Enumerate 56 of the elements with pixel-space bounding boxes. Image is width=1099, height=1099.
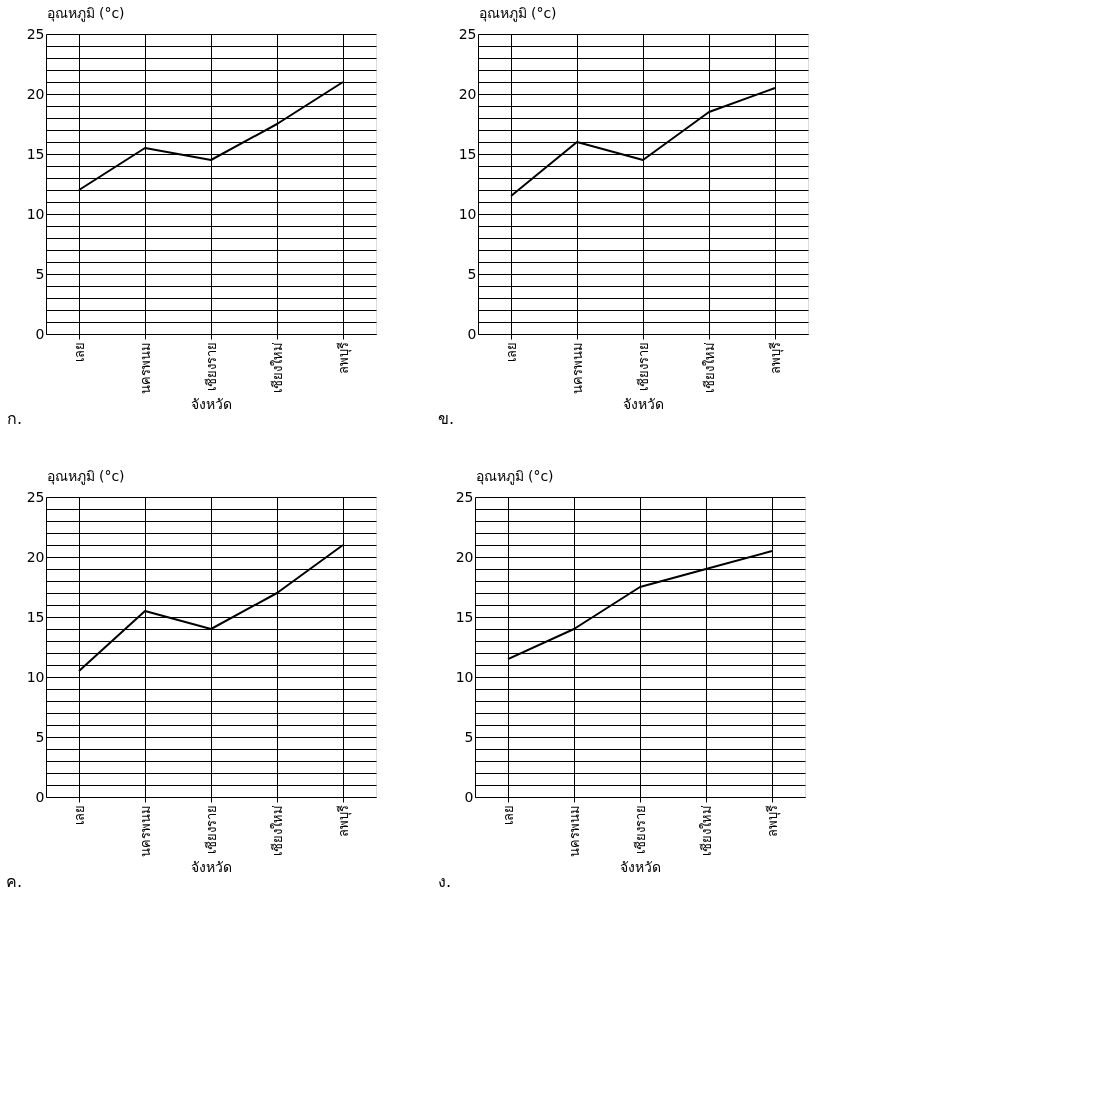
x-tick-label: นครพนม [569, 341, 585, 394]
y-axis-title: อุณหภูมิ (°c) [46, 4, 125, 22]
x-tick-label: ลพบุรี [767, 341, 784, 374]
x-tick-label: เชียงใหม่ [269, 804, 285, 856]
y-tick-label: 25 [26, 488, 45, 505]
y-tick-label: 20 [26, 548, 45, 565]
x-tick-label: ลพบุรี [335, 804, 352, 837]
x-axis-title: จังหวัด [191, 858, 232, 875]
x-tick-label: เลย [71, 341, 87, 362]
y-tick-label: 0 [35, 788, 45, 805]
y-tick-label: 0 [467, 325, 477, 342]
x-tick-label: นครพนม [566, 804, 582, 857]
y-axis-title: อุณหภูมิ (°c) [46, 467, 125, 485]
y-tick-label: 5 [35, 265, 45, 282]
x-tick-label: เชียงใหม่ [269, 341, 285, 393]
y-tick-label: 10 [455, 668, 474, 685]
y-tick-label: 20 [26, 85, 45, 102]
y-tick-label: 25 [26, 25, 45, 42]
x-tick-label: เชียงราย [635, 341, 651, 391]
x-tick-label: เชียงใหม่ [701, 341, 717, 393]
x-tick-label: นครพนม [137, 804, 153, 857]
x-tick-label: นครพนม [137, 341, 153, 394]
y-tick-label: 15 [26, 145, 45, 162]
y-tick-label: 15 [455, 608, 474, 625]
y-tick-label: 10 [26, 668, 45, 685]
x-tick-label: ลพบุรี [335, 341, 352, 374]
x-tick-label: เลย [71, 804, 87, 825]
y-tick-label: 5 [464, 728, 474, 745]
y-tick-label: 10 [26, 205, 45, 222]
text: ข. [438, 409, 455, 428]
x-axis-title: จังหวัด [191, 395, 232, 412]
y-tick-label: 0 [35, 325, 45, 342]
y-axis-title: อุณหภูมิ (°c) [475, 467, 554, 485]
y-tick-label: 25 [458, 25, 477, 42]
y-tick-label: 15 [458, 145, 477, 162]
x-tick-label: เลย [503, 341, 519, 362]
y-tick-label: 5 [35, 728, 45, 745]
x-tick-label: เชียงราย [203, 341, 219, 391]
x-axis-title: จังหวัด [623, 395, 664, 412]
text: ค. [6, 872, 23, 891]
x-tick-label: เชียงราย [203, 804, 219, 854]
x-tick-label: ลพบุรี [764, 804, 781, 837]
y-tick-label: 20 [455, 548, 474, 565]
x-tick-label: เลย [500, 804, 516, 825]
y-tick-label: 25 [455, 488, 474, 505]
y-tick-label: 15 [26, 608, 45, 625]
y-tick-label: 5 [467, 265, 477, 282]
y-tick-label: 0 [464, 788, 474, 805]
text: ง. [438, 872, 452, 891]
x-tick-label: เชียงราย [632, 804, 648, 854]
y-tick-label: 20 [458, 85, 477, 102]
y-axis-title: อุณหภูมิ (°c) [478, 4, 557, 22]
text: ก. [7, 409, 23, 428]
x-axis-title: จังหวัด [620, 858, 661, 875]
y-tick-label: 10 [458, 205, 477, 222]
x-tick-label: เชียงใหม่ [698, 804, 714, 856]
